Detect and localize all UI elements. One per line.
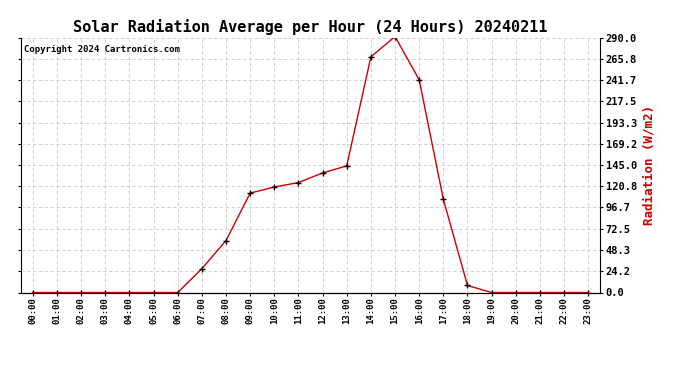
Text: Copyright 2024 Cartronics.com: Copyright 2024 Cartronics.com — [23, 45, 179, 54]
Title: Solar Radiation Average per Hour (24 Hours) 20240211: Solar Radiation Average per Hour (24 Hou… — [73, 19, 548, 35]
Y-axis label: Radiation (W/m2): Radiation (W/m2) — [642, 105, 655, 225]
